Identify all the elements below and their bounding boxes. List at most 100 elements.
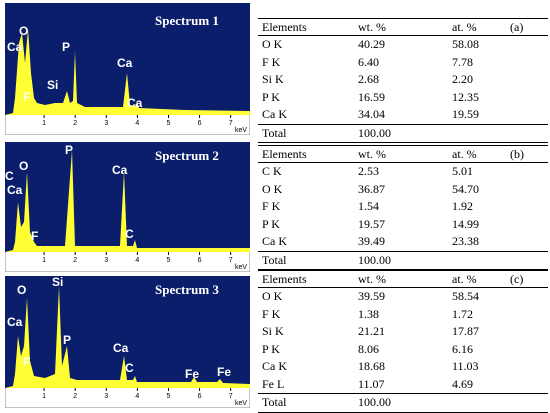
table-cell: 1.92 — [452, 199, 473, 213]
table-cell: O K — [262, 181, 283, 196]
x-tick-label: 7 — [229, 120, 233, 127]
table-cell: P K — [262, 216, 280, 231]
table-cell: 1.38 — [358, 306, 379, 321]
table-cell: 58.08 — [452, 37, 479, 51]
table-label: (b) — [510, 147, 524, 161]
header-cell: at. % — [452, 20, 477, 34]
table-row: O K 40.29 58.08 — [258, 36, 548, 54]
peak-label: P — [63, 333, 71, 347]
table-row: F K 1.38 1.72 — [258, 306, 548, 324]
table-cell: 19.59 — [452, 107, 479, 121]
x-unit: keV — [235, 400, 247, 407]
x-tick-label: 2 — [73, 393, 77, 400]
x-tick-label: 2 — [73, 120, 77, 127]
table-cell: F K — [262, 199, 281, 213]
table-row: Ca K 34.04 19.59 — [258, 106, 548, 124]
peak-label: F — [31, 229, 38, 243]
header-cell: Elements — [262, 272, 307, 286]
table-cell: 21.21 — [358, 324, 385, 338]
table-row: F K 6.40 7.78 — [258, 54, 548, 72]
table-row: P K 8.06 6.16 — [258, 341, 548, 359]
table-cell: 16.59 — [358, 89, 385, 104]
peak-label: C — [125, 361, 134, 375]
table-row: O K 36.87 54.70 — [258, 181, 548, 199]
table-cell: Si K — [262, 72, 284, 86]
header-cell: wt. % — [358, 147, 386, 161]
x-tick-label: 2 — [73, 257, 77, 264]
table-cell: Fe L — [262, 376, 285, 391]
table-cell: 11.07 — [358, 376, 385, 391]
x-tick-label: 6 — [198, 120, 202, 127]
spectrum-peaks — [5, 286, 250, 388]
table-cell: 100.00 — [358, 125, 391, 140]
x-tick-label: 7 — [229, 257, 233, 264]
table-row: P K 19.57 14.99 — [258, 216, 548, 234]
total-row: Total 100.00 — [258, 250, 548, 270]
x-tick-label: 4 — [135, 393, 139, 400]
peak-label: Ca — [7, 40, 23, 54]
table-cell: Ca K — [262, 107, 287, 121]
peak-label: Fe — [217, 365, 231, 379]
total-row: Total 100.00 — [258, 393, 548, 413]
table-cell: 54.70 — [452, 181, 479, 196]
x-tick-label: 1 — [42, 257, 46, 264]
table-cell: 14.99 — [452, 216, 479, 231]
header-cell: at. % — [452, 272, 477, 286]
x-tick-label: 3 — [104, 120, 108, 127]
peak-label: Fe — [185, 367, 199, 381]
peak-label: Ca — [117, 56, 133, 70]
peak-label: C — [125, 227, 134, 241]
table-cell: 12.35 — [452, 89, 479, 104]
table-cell: 2.53 — [358, 164, 379, 178]
table-cell: 36.87 — [358, 181, 385, 196]
table-cell: C K — [262, 164, 282, 178]
table-cell: 6.16 — [452, 341, 473, 356]
x-tick-label: 6 — [198, 257, 202, 264]
peak-label: C — [5, 169, 14, 183]
table-cell: 100.00 — [358, 252, 391, 267]
peak-label: P — [65, 143, 73, 157]
peak-label: O — [19, 159, 28, 173]
table-cell: 11.03 — [452, 359, 479, 373]
spectrum-title: Spectrum 1 — [155, 13, 219, 28]
peak-label: F — [23, 355, 30, 369]
table-cell: 7.78 — [452, 54, 473, 69]
table-cell: 2.68 — [358, 72, 379, 86]
peak-label: Ca — [113, 341, 129, 355]
table-cell: 17.87 — [452, 324, 479, 338]
peak-label: O — [17, 283, 26, 297]
header-cell: wt. % — [358, 272, 386, 286]
x-tick-label: 5 — [167, 257, 171, 264]
header-row: Elements wt. % at. % (a) — [258, 18, 548, 36]
table: Elements wt. % at. % (b) C K 2.53 5.01 O K 36.87… — [258, 145, 548, 270]
table-cell: O K — [262, 289, 283, 303]
table-cell: Si K — [262, 324, 284, 338]
table-cell: 39.49 — [358, 234, 385, 248]
x-tick-label: 5 — [167, 120, 171, 127]
table-cell: F K — [262, 306, 281, 321]
table-cell: 19.57 — [358, 216, 385, 231]
x-unit: keV — [235, 127, 247, 134]
plot-area — [5, 142, 250, 252]
table-cell: 6.40 — [358, 54, 379, 69]
header-cell: Elements — [262, 20, 307, 34]
table-cell: 1.72 — [452, 306, 473, 321]
table-cell: Total — [262, 252, 287, 267]
table-cell: O K — [262, 37, 283, 51]
table: Elements wt. % at. % (a) O K 40.29 58.08 F K 6.4… — [258, 18, 548, 143]
table-cell: P K — [262, 89, 280, 104]
peak-label: Ca — [112, 163, 128, 177]
header-cell: wt. % — [358, 20, 386, 34]
peak-label: Si — [52, 276, 63, 289]
plot-area — [5, 276, 250, 388]
table-row: Ca K 39.49 23.38 — [258, 233, 548, 251]
table-cell: Total — [262, 395, 287, 409]
table-row: Si K 21.21 17.87 — [258, 323, 548, 341]
table-row: O K 39.59 58.54 — [258, 288, 548, 306]
table: Elements wt. % at. % (c) O K 39.59 58.54 F K 1.3… — [258, 270, 548, 413]
spectrum-panel: Spectrum 3 O Ca F Si P Ca C Fe Fe 1 2 3 4 5 6… — [5, 276, 250, 408]
peak-label: P — [62, 40, 70, 54]
table-row: P K 16.59 12.35 — [258, 89, 548, 107]
spectrum-peaks — [5, 29, 250, 115]
